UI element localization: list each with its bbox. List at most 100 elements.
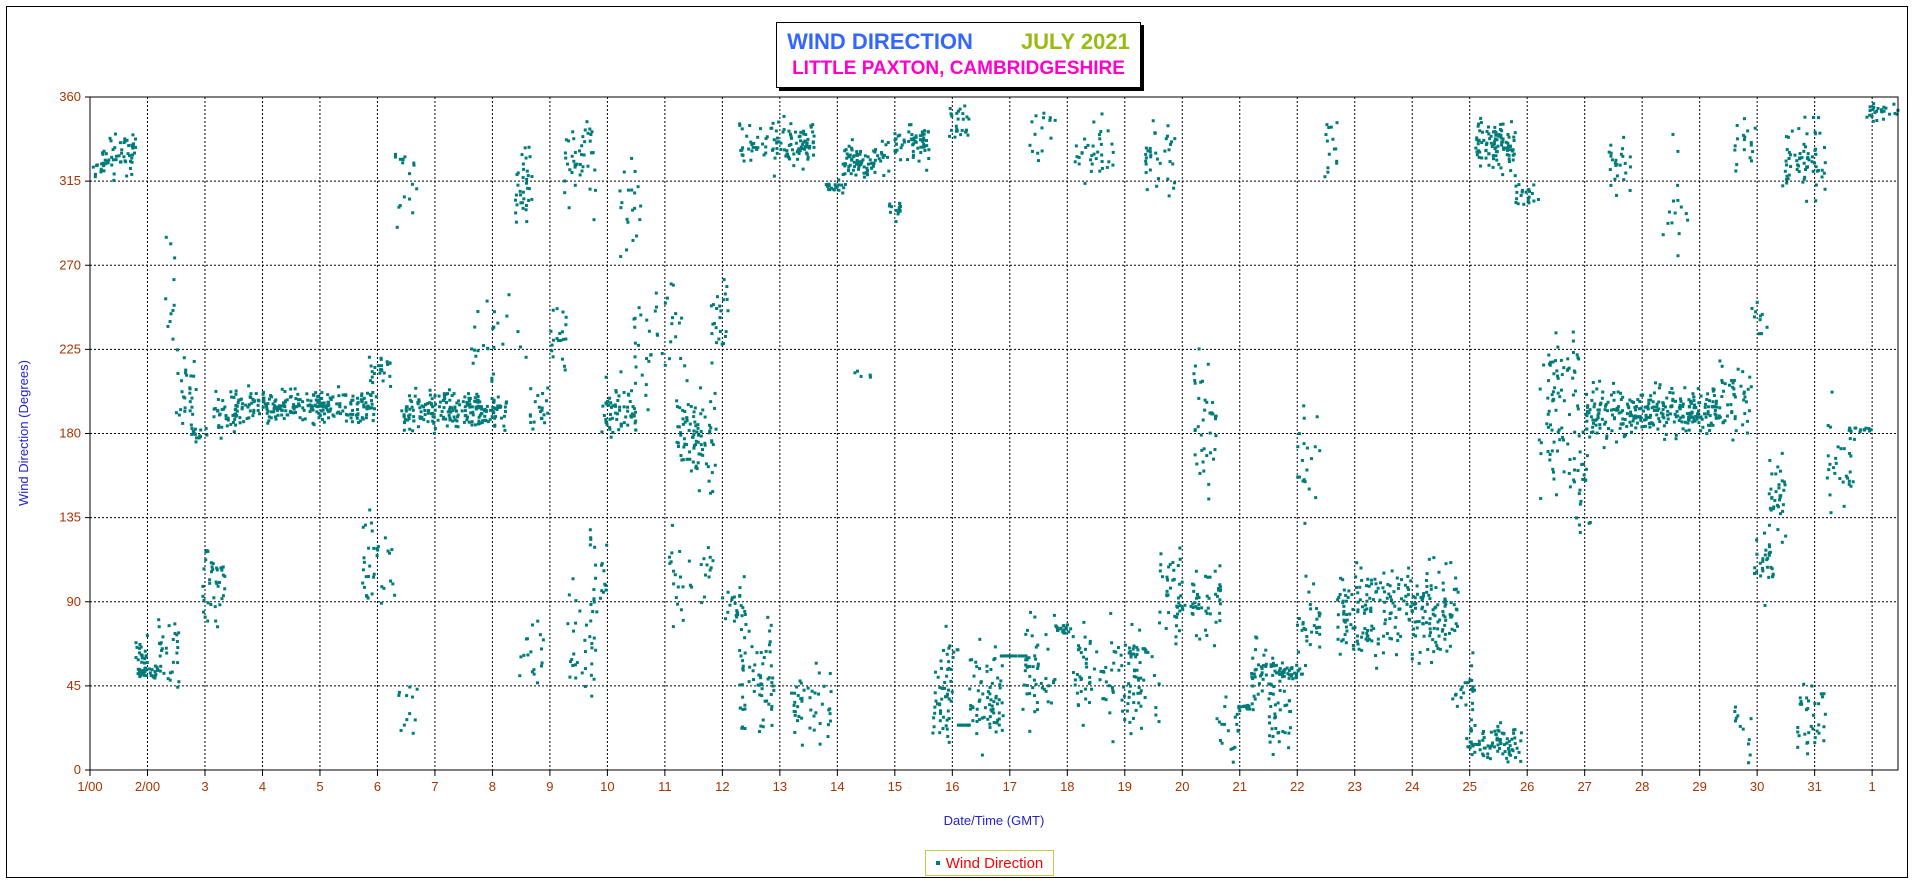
data-point	[1178, 609, 1182, 613]
data-point	[1314, 496, 1318, 500]
data-point	[113, 146, 117, 150]
data-point	[1512, 139, 1516, 143]
data-point	[204, 558, 208, 562]
data-point	[1300, 672, 1304, 676]
data-point	[1443, 632, 1447, 636]
data-point	[1527, 188, 1531, 192]
data-point	[1649, 413, 1653, 417]
data-point	[1749, 141, 1753, 145]
data-point	[372, 572, 376, 576]
data-point	[143, 661, 147, 665]
data-point	[1393, 604, 1397, 608]
data-point	[1817, 702, 1821, 706]
data-point	[164, 235, 168, 239]
data-point	[1572, 457, 1576, 461]
data-point	[162, 671, 166, 675]
data-point	[1767, 543, 1771, 547]
data-point	[1150, 655, 1154, 659]
data-point	[246, 405, 250, 409]
data-point	[626, 220, 630, 224]
data-point	[1110, 142, 1114, 146]
data-point	[1687, 404, 1691, 408]
data-point	[1214, 414, 1218, 418]
data-point	[1606, 400, 1610, 404]
data-point	[441, 398, 445, 402]
data-point	[591, 609, 595, 613]
data-point	[219, 566, 223, 570]
data-point	[1656, 409, 1660, 413]
data-point	[1432, 650, 1436, 654]
data-point	[855, 158, 859, 162]
data-point	[256, 398, 260, 402]
data-point	[1508, 145, 1512, 149]
data-point	[1552, 440, 1556, 444]
data-point	[750, 645, 754, 649]
data-point	[663, 301, 667, 305]
data-point	[1494, 154, 1498, 158]
data-point	[1802, 682, 1806, 686]
data-point	[1512, 152, 1516, 156]
data-point	[386, 362, 390, 366]
data-point	[1342, 604, 1346, 608]
data-point	[713, 463, 717, 467]
data-point	[1804, 168, 1808, 172]
data-point	[1549, 360, 1553, 364]
data-point	[1819, 692, 1823, 696]
data-point	[1046, 647, 1050, 651]
data-point	[362, 405, 366, 409]
data-point	[588, 543, 592, 547]
data-point	[1107, 684, 1111, 688]
data-point	[183, 409, 187, 413]
data-point	[235, 404, 239, 408]
data-point	[1611, 413, 1615, 417]
data-point	[1872, 102, 1876, 106]
data-point	[1433, 614, 1437, 618]
data-point	[1806, 155, 1810, 159]
data-point	[529, 387, 533, 391]
data-point	[1035, 708, 1039, 712]
data-point	[614, 389, 618, 393]
data-point	[297, 404, 301, 408]
data-point	[594, 563, 598, 567]
data-point	[1759, 574, 1763, 578]
data-point	[1846, 476, 1850, 480]
data-point	[267, 415, 271, 419]
data-point	[160, 647, 164, 651]
data-point	[769, 664, 773, 668]
data-point	[360, 400, 364, 404]
data-point	[1658, 383, 1662, 387]
data-point	[738, 706, 742, 710]
data-point	[378, 371, 382, 375]
data-point	[795, 150, 799, 154]
data-point	[1481, 130, 1485, 134]
data-point	[1365, 599, 1369, 603]
data-point	[1165, 594, 1169, 598]
data-point	[933, 711, 937, 715]
data-point	[959, 133, 963, 137]
data-point	[1122, 685, 1126, 689]
data-point	[1199, 433, 1203, 437]
data-point	[947, 646, 951, 650]
data-point	[679, 608, 683, 612]
data-point	[1253, 675, 1257, 679]
data-point	[1388, 617, 1392, 621]
data-point	[1753, 566, 1757, 570]
data-point	[1623, 417, 1627, 421]
data-point	[756, 683, 760, 687]
data-point	[1410, 657, 1414, 661]
data-point	[1508, 744, 1512, 748]
data-point	[1575, 353, 1579, 357]
y-tick-label: 315	[59, 173, 81, 188]
data-point	[1023, 669, 1027, 673]
data-point	[1496, 144, 1500, 148]
data-point	[1639, 418, 1643, 422]
data-point	[688, 583, 692, 587]
data-point	[794, 141, 798, 145]
data-point	[1111, 690, 1115, 694]
data-point	[1312, 624, 1316, 628]
data-point	[540, 406, 544, 410]
data-point	[802, 140, 806, 144]
data-point	[1195, 462, 1199, 466]
data-point	[1205, 594, 1209, 598]
data-point	[1865, 115, 1869, 119]
